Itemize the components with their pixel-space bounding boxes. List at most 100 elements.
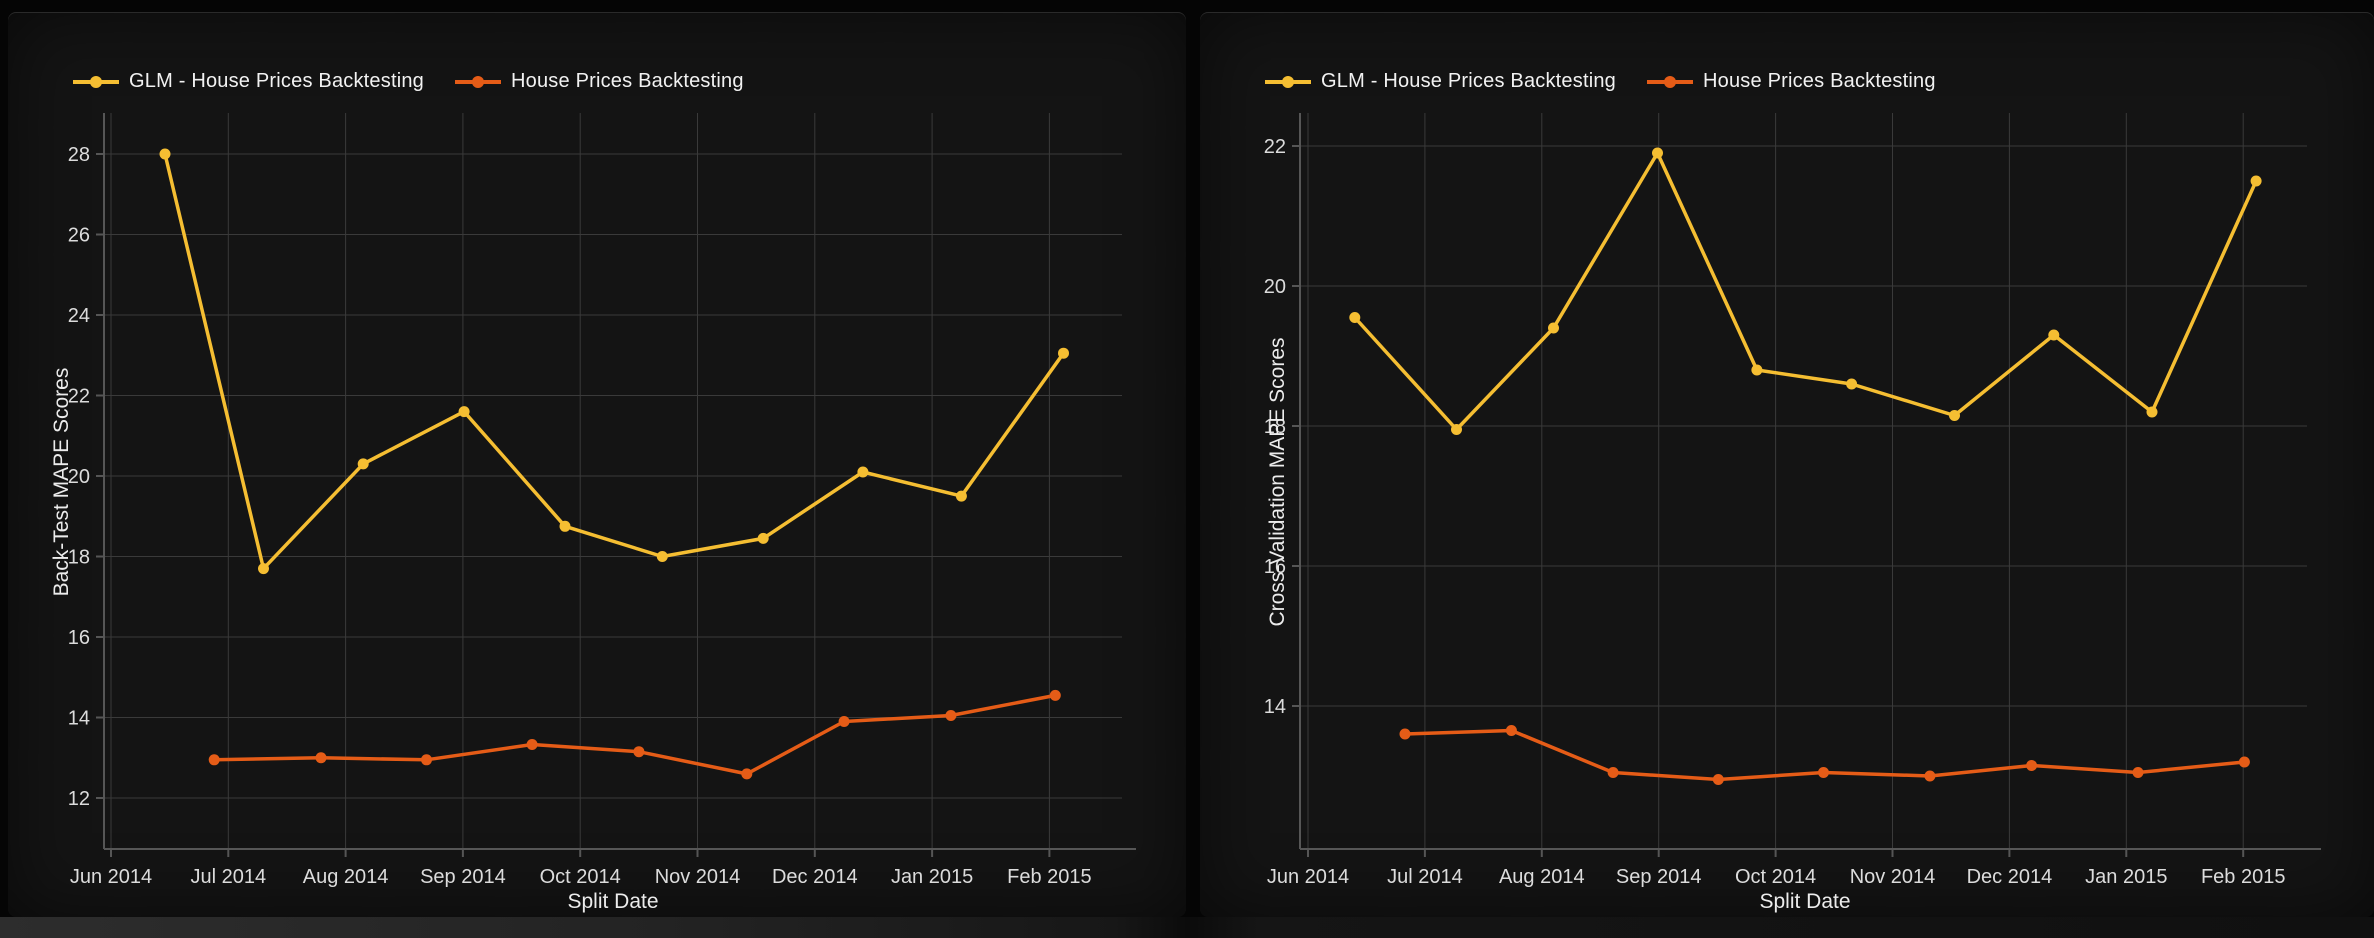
legend-label: GLM - House Prices Backtesting [129,70,424,92]
legend-label: GLM - House Prices Backtesting [1321,70,1616,92]
data-point-marker[interactable] [1846,378,1858,390]
hp-series-swatch-icon [1647,75,1693,88]
data-point-marker[interactable] [159,148,171,160]
svg-text:22: 22 [68,386,90,408]
data-point-marker[interactable] [2048,329,2060,341]
data-point-marker[interactable] [656,551,668,562]
svg-text:Jul 2014: Jul 2014 [190,866,266,888]
svg-text:14: 14 [68,708,90,730]
data-point-marker[interactable] [1924,770,1936,782]
data-point-marker[interactable] [1058,347,1069,359]
data-point-marker[interactable] [945,710,957,721]
data-point-marker[interactable] [1505,725,1517,736]
legend-item-hp-backtest[interactable]: House Prices Backtesting [454,70,744,93]
svg-text:Sep 2014: Sep 2014 [420,866,506,888]
data-point-marker[interactable] [1712,774,1724,785]
tick-labels: Jun 2014 Jul 2014 Aug 2014 Sep 2014 Oct 2014… [68,144,1092,888]
svg-text:Oct 2014: Oct 2014 [1735,866,1816,888]
data-point-marker[interactable] [1349,312,1361,323]
svg-text:Dec 2014: Dec 2014 [1967,866,2053,888]
crossval-plot-area[interactable]: Jun 2014 Jul 2014 Aug 2014 Sep 2014 Oct 2014… [1200,12,2374,917]
data-point-marker[interactable] [421,754,432,766]
legend-item-glm-backtest[interactable]: GLM - House Prices Backtesting [72,70,424,93]
data-point-marker[interactable] [1607,767,1619,778]
data-point-marker[interactable] [315,752,327,764]
svg-text:16: 16 [1264,556,1286,578]
hp-series-swatch-icon [455,75,501,88]
legend-item-hp-crossval[interactable]: House Prices Backtesting [1646,70,1936,93]
legend-label: House Prices Backtesting [511,70,744,92]
svg-text:22: 22 [1264,136,1286,158]
backtest-x-axis-title: Split Date [567,890,659,913]
gridlines [1300,113,2307,849]
svg-text:Dec 2014: Dec 2014 [772,866,858,888]
series-lines [1349,147,2262,785]
data-point-marker[interactable] [2146,406,2158,418]
data-point-marker[interactable] [2026,760,2038,771]
svg-text:Jan 2015: Jan 2015 [2085,866,2167,888]
svg-text:Jun 2014: Jun 2014 [70,866,152,888]
crossval-legend: GLM - House Prices Backtesting House Pri… [1264,70,1936,93]
svg-text:Oct 2014: Oct 2014 [540,866,621,888]
data-point-marker[interactable] [2132,767,2144,778]
data-point-marker[interactable] [857,466,869,478]
axis-lines [1292,113,2321,857]
data-point-marker[interactable] [633,746,645,758]
svg-text:Jan 2015: Jan 2015 [891,866,973,888]
data-point-marker[interactable] [1548,322,1559,334]
svg-text:Aug 2014: Aug 2014 [303,866,389,888]
svg-text:20: 20 [68,466,90,488]
data-point-marker[interactable] [357,458,369,470]
backtest-plot-area[interactable]: Jun 2014 Jul 2014 Aug 2014 Sep 2014 Oct 2014… [8,12,1186,917]
data-point-marker[interactable] [741,768,753,780]
svg-text:24: 24 [68,305,90,327]
svg-text:Nov 2014: Nov 2014 [655,866,741,888]
data-point-marker[interactable] [1399,728,1411,740]
data-point-marker[interactable] [1049,689,1061,701]
backtest-y-axis-title: Back-Test MAPE Scores [50,367,73,597]
svg-text:Jul 2014: Jul 2014 [1387,866,1463,888]
svg-text:12: 12 [68,788,90,810]
svg-text:28: 28 [68,144,90,166]
crossval-chart-panel: Jun 2014 Jul 2014 Aug 2014 Sep 2014 Oct 2014… [1200,12,2374,917]
series-line [1353,151,2258,432]
series-line [212,693,1058,776]
data-point-marker[interactable] [757,532,769,544]
data-point-marker[interactable] [1818,767,1829,778]
svg-text:Sep 2014: Sep 2014 [1616,866,1702,888]
svg-text:26: 26 [68,225,90,247]
crossval-y-axis-title: Cross-Validation MAPE Scores [1266,337,1289,627]
tick-labels: Jun 2014 Jul 2014 Aug 2014 Sep 2014 Oct 2014… [1264,136,2286,888]
svg-text:20: 20 [1264,276,1286,298]
backtest-legend: GLM - House Prices Backtesting House Pri… [72,70,744,93]
data-point-marker[interactable] [258,563,269,575]
data-point-marker[interactable] [526,739,538,750]
data-point-marker[interactable] [208,754,220,766]
svg-text:14: 14 [1264,696,1286,718]
data-point-marker[interactable] [1652,147,1663,159]
data-point-marker[interactable] [1949,410,1960,421]
axis-lines [96,113,1136,857]
svg-text:Nov 2014: Nov 2014 [1850,866,1936,888]
crossval-x-axis-title: Split Date [1759,890,1851,913]
svg-text:18: 18 [1264,416,1286,438]
legend-item-glm-crossval[interactable]: GLM - House Prices Backtesting [1264,70,1616,93]
next-panel-top-edge [0,917,2374,938]
svg-text:Feb 2015: Feb 2015 [2201,866,2286,888]
data-point-marker[interactable] [1751,364,1763,376]
legend-label: House Prices Backtesting [1703,70,1936,92]
series-line [163,152,1066,571]
svg-text:Jun 2014: Jun 2014 [1267,866,1349,888]
svg-text:Feb 2015: Feb 2015 [1007,866,1092,888]
svg-text:16: 16 [68,627,90,649]
glm-series-swatch-icon [1265,75,1311,88]
data-point-marker[interactable] [838,716,850,727]
data-point-marker[interactable] [458,406,470,418]
data-point-marker[interactable] [2250,175,2262,187]
gridlines [104,113,1122,849]
svg-text:Aug 2014: Aug 2014 [1499,866,1585,888]
data-point-marker[interactable] [559,520,571,532]
data-point-marker[interactable] [955,490,967,502]
data-point-marker[interactable] [1451,424,1462,435]
data-point-marker[interactable] [2238,756,2250,768]
